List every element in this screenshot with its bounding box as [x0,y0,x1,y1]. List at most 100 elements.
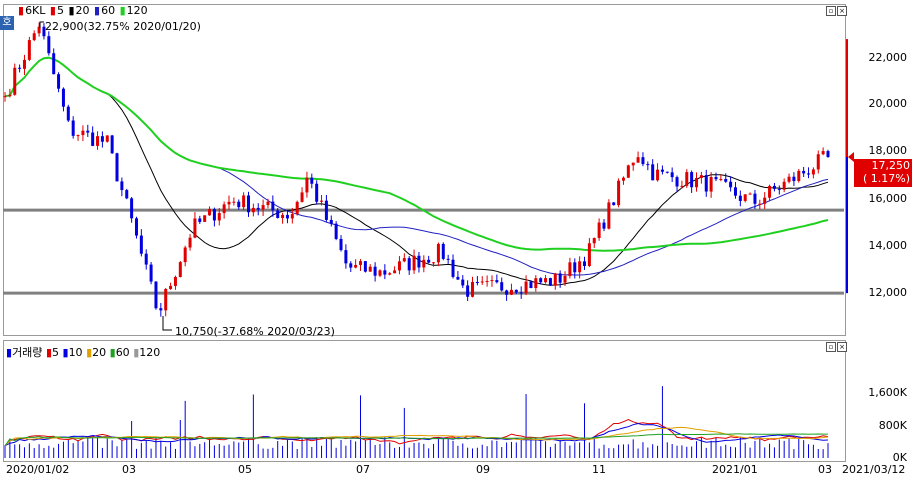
candle-body [22,59,26,69]
candle-body [451,259,455,277]
candle-body [680,185,684,187]
legend-vol-ma20: 20 [92,346,107,359]
candle-body [295,201,299,215]
y-tick-12000: 12,000 [868,286,908,299]
candle-body [621,177,625,181]
candle-body [748,193,752,195]
candle-body [724,178,728,182]
candle-body [164,289,168,311]
current-price: 17,250 [871,159,911,172]
candle-body [670,172,674,178]
candle-body [329,219,333,224]
candle-body [446,258,450,260]
candle-body [821,151,825,155]
candle-body [305,177,309,193]
candle-body [57,74,61,89]
candle-body [344,250,348,264]
candle-body [685,172,689,186]
volume-pane-close-button[interactable]: × [837,342,847,352]
candle-body [733,187,737,196]
candle-body [626,165,630,178]
candle-body [777,188,781,190]
candle-body [193,218,197,238]
candle-body [37,26,41,34]
candle-body [505,290,509,295]
candle-body [714,177,718,180]
candle-body [807,173,811,175]
candle-body [66,106,70,121]
candle-body [529,281,533,288]
candle-body [699,175,703,179]
candle-body [782,181,786,190]
candle-body [602,222,606,229]
candle-body [475,282,479,284]
candle-body [125,190,129,199]
candle-body [651,164,655,181]
legend-symbol: 6KL [25,4,46,17]
legend-vol-ma60: 60 [115,346,130,359]
candle-body [690,172,694,188]
candle-body [271,201,275,211]
candle-body [310,177,314,184]
candle-body [91,132,95,146]
candle-body [578,261,582,273]
volume-ma60-line [4,433,828,446]
candle-body [729,181,733,188]
candle-body [631,162,635,166]
candle-body [61,88,65,107]
candle-body [636,157,640,163]
candle-body [485,281,489,283]
candle-body [383,270,387,275]
volume-pane-maximize-button[interactable]: ▫ [826,342,836,352]
candle-body [256,207,260,210]
candle-body [324,200,328,220]
high-pointer-icon [39,21,44,28]
candle-body [76,135,80,137]
y-tick-18000: 18,000 [868,144,908,157]
candle-body [27,40,31,60]
x-tick-2021-mar: 03 [818,463,832,476]
candle-body [480,281,484,283]
x-tick-sep: 09 [476,463,490,476]
candle-body [169,285,173,290]
candle-body [203,215,207,222]
candle-body [349,263,353,268]
candle-body [246,195,250,213]
chart-type-button[interactable]: 호 [0,16,14,30]
legend-vol-ma10: 10 [68,346,83,359]
candle-body [743,194,747,201]
legend-ma120: 120 [126,4,148,17]
candle-body [373,266,377,276]
candle-body [797,170,801,181]
legend-ma20: 20 [75,4,90,17]
candle-body [427,259,431,263]
y-tick-14000: 14,000 [868,239,908,252]
candle-body [695,178,699,188]
price-pane-maximize-button[interactable]: ▫ [826,6,836,16]
candle-body [656,169,660,181]
x-tick-jul: 07 [356,463,370,476]
candle-body [71,120,75,136]
candle-body [212,209,216,221]
candle-body [816,154,820,170]
price-pane-close-button[interactable]: × [837,6,847,16]
volume-ma20-line [4,426,829,447]
candle-body [130,198,134,219]
candle-body [553,273,557,286]
candle-body [461,279,465,286]
candle-body [719,178,723,180]
y-tick-22000: 22,000 [868,51,908,64]
candle-body [227,201,231,205]
legend-vol-ma120: 120 [139,346,161,359]
candle-body [173,276,177,286]
candle-body [144,253,148,265]
candle-body [412,255,416,271]
candle-body [242,195,246,208]
candle-body [232,201,236,203]
candle-body [358,261,362,265]
candle-body [285,214,289,219]
current-price-marker-icon [848,152,854,163]
candle-body [568,262,572,276]
candle-body [592,237,596,244]
